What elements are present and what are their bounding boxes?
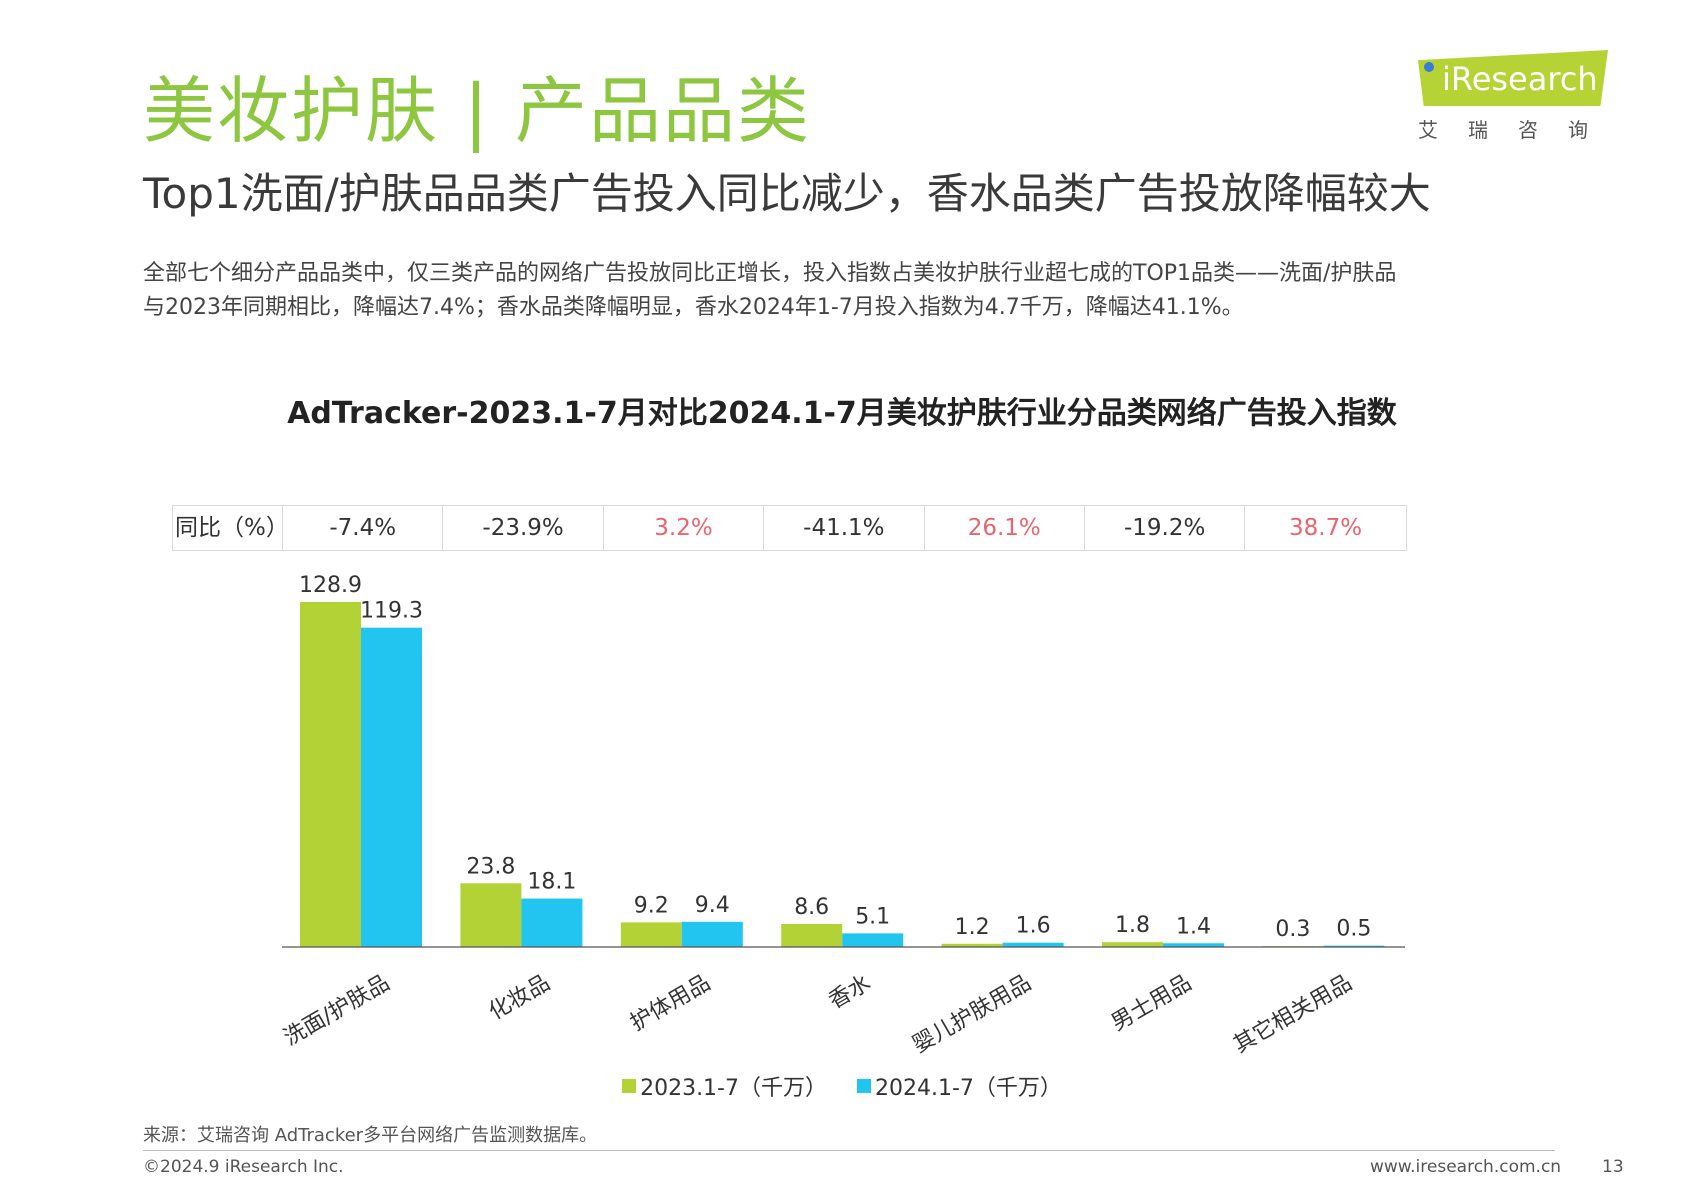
logo-subtext: 艾瑞咨询 — [1418, 118, 1618, 142]
description-line-2: 与2023年同期相比，降幅达7.4%；香水品类降幅明显，香水2024年1-7月投… — [143, 295, 1244, 320]
bar-2023 — [300, 602, 361, 947]
data-label: 9.4 — [695, 893, 730, 918]
description-line-1: 全部七个细分产品品类中，仅三类产品的网络广告投放同比正增长，投入指数占美妆护肤行… — [143, 261, 1397, 286]
page-subtitle: Top1洗面/护肤品品类广告投入同比减少，香水品类广告投放降幅较大 — [143, 169, 1431, 218]
bar-2024 — [842, 933, 904, 947]
bar-2024 — [1163, 943, 1224, 947]
category-label: 香水 — [825, 971, 876, 1015]
data-label: 1.4 — [1176, 914, 1211, 939]
data-label: 8.6 — [794, 895, 829, 920]
logo-text: iResearch — [1442, 60, 1598, 98]
category-label: 婴儿护肤用品 — [909, 971, 1036, 1059]
logo-banner — [1418, 50, 1608, 106]
bar-2023 — [941, 943, 1003, 947]
legend-swatch-2024 — [857, 1079, 871, 1093]
data-label: 0.5 — [1336, 917, 1371, 942]
bar-2023 — [781, 923, 843, 947]
category-label: 男士用品 — [1107, 971, 1196, 1037]
bar-2023 — [460, 883, 522, 947]
bar-2023 — [1102, 942, 1163, 947]
yoy-label: 同比（%） — [173, 506, 289, 550]
bar-2024 — [521, 898, 583, 947]
yoy-value: -41.1% — [764, 506, 925, 550]
bar-2024 — [681, 921, 743, 947]
bar-2024 — [1323, 945, 1385, 947]
data-label: 128.9 — [299, 573, 362, 598]
data-label: 0.3 — [1275, 917, 1310, 942]
category-label: 化妆品 — [485, 971, 555, 1026]
data-label: 23.8 — [466, 854, 515, 879]
category-label: 其它相关用品 — [1230, 971, 1357, 1059]
yoy-value: 26.1% — [925, 506, 1085, 550]
bar-2023 — [620, 922, 682, 947]
yoy-value: 38.7% — [1289, 515, 1363, 541]
yoy-value: -7.4% — [283, 506, 444, 550]
data-label: 5.1 — [855, 904, 890, 929]
bar-2024 — [361, 627, 422, 947]
legend-label-2023: 2023.1-7（千万） — [640, 1076, 827, 1101]
legend-item-2023: 2023.1-7（千万） — [622, 1070, 827, 1102]
data-label: 18.1 — [527, 870, 576, 895]
copyright: ©2024.9 iResearch Inc. — [143, 1157, 344, 1177]
source-note: 来源：艾瑞咨询 AdTracker多平台网络广告监测数据库。 — [143, 1125, 598, 1146]
logo-dot-icon — [1424, 62, 1434, 72]
chart-legend: 2023.1-7（千万） 2024.1-7（千万） — [0, 1070, 1684, 1102]
category-label: 洗面/护肤品 — [280, 971, 394, 1051]
yoy-table: 同比（%） -7.4% -23.9% 3.2% -41.1% 26.1% -19… — [172, 505, 1407, 551]
category-label: 护体用品 — [626, 971, 715, 1037]
data-label: 1.2 — [955, 915, 990, 940]
website-link[interactable]: www.iresearch.com.cn — [1370, 1157, 1562, 1177]
page-number: 13 — [1602, 1157, 1624, 1177]
bar-2024 — [1002, 942, 1064, 947]
yoy-value: 3.2% — [604, 506, 765, 550]
data-label: 9.2 — [634, 893, 669, 918]
chart-title: AdTracker-2023.1-7月对比2024.1-7月美妆护肤行业分品类网… — [287, 396, 1397, 431]
legend-swatch-2023 — [622, 1079, 637, 1093]
iresearch-logo: iResearch 艾瑞咨询 — [1418, 48, 1614, 148]
legend-item-2024: 2024.1-7（千万） — [857, 1070, 1062, 1102]
footer-divider — [143, 1150, 1555, 1151]
section-title: 美妆护肤 | 产品品类 — [143, 69, 812, 153]
data-label: 1.8 — [1115, 913, 1150, 938]
yoy-value: -19.2% — [1085, 506, 1246, 550]
legend-label-2024: 2024.1-7（千万） — [875, 1076, 1062, 1101]
yoy-value: -23.9% — [443, 506, 604, 550]
data-label: 1.6 — [1016, 914, 1051, 939]
data-label: 119.3 — [360, 599, 423, 624]
